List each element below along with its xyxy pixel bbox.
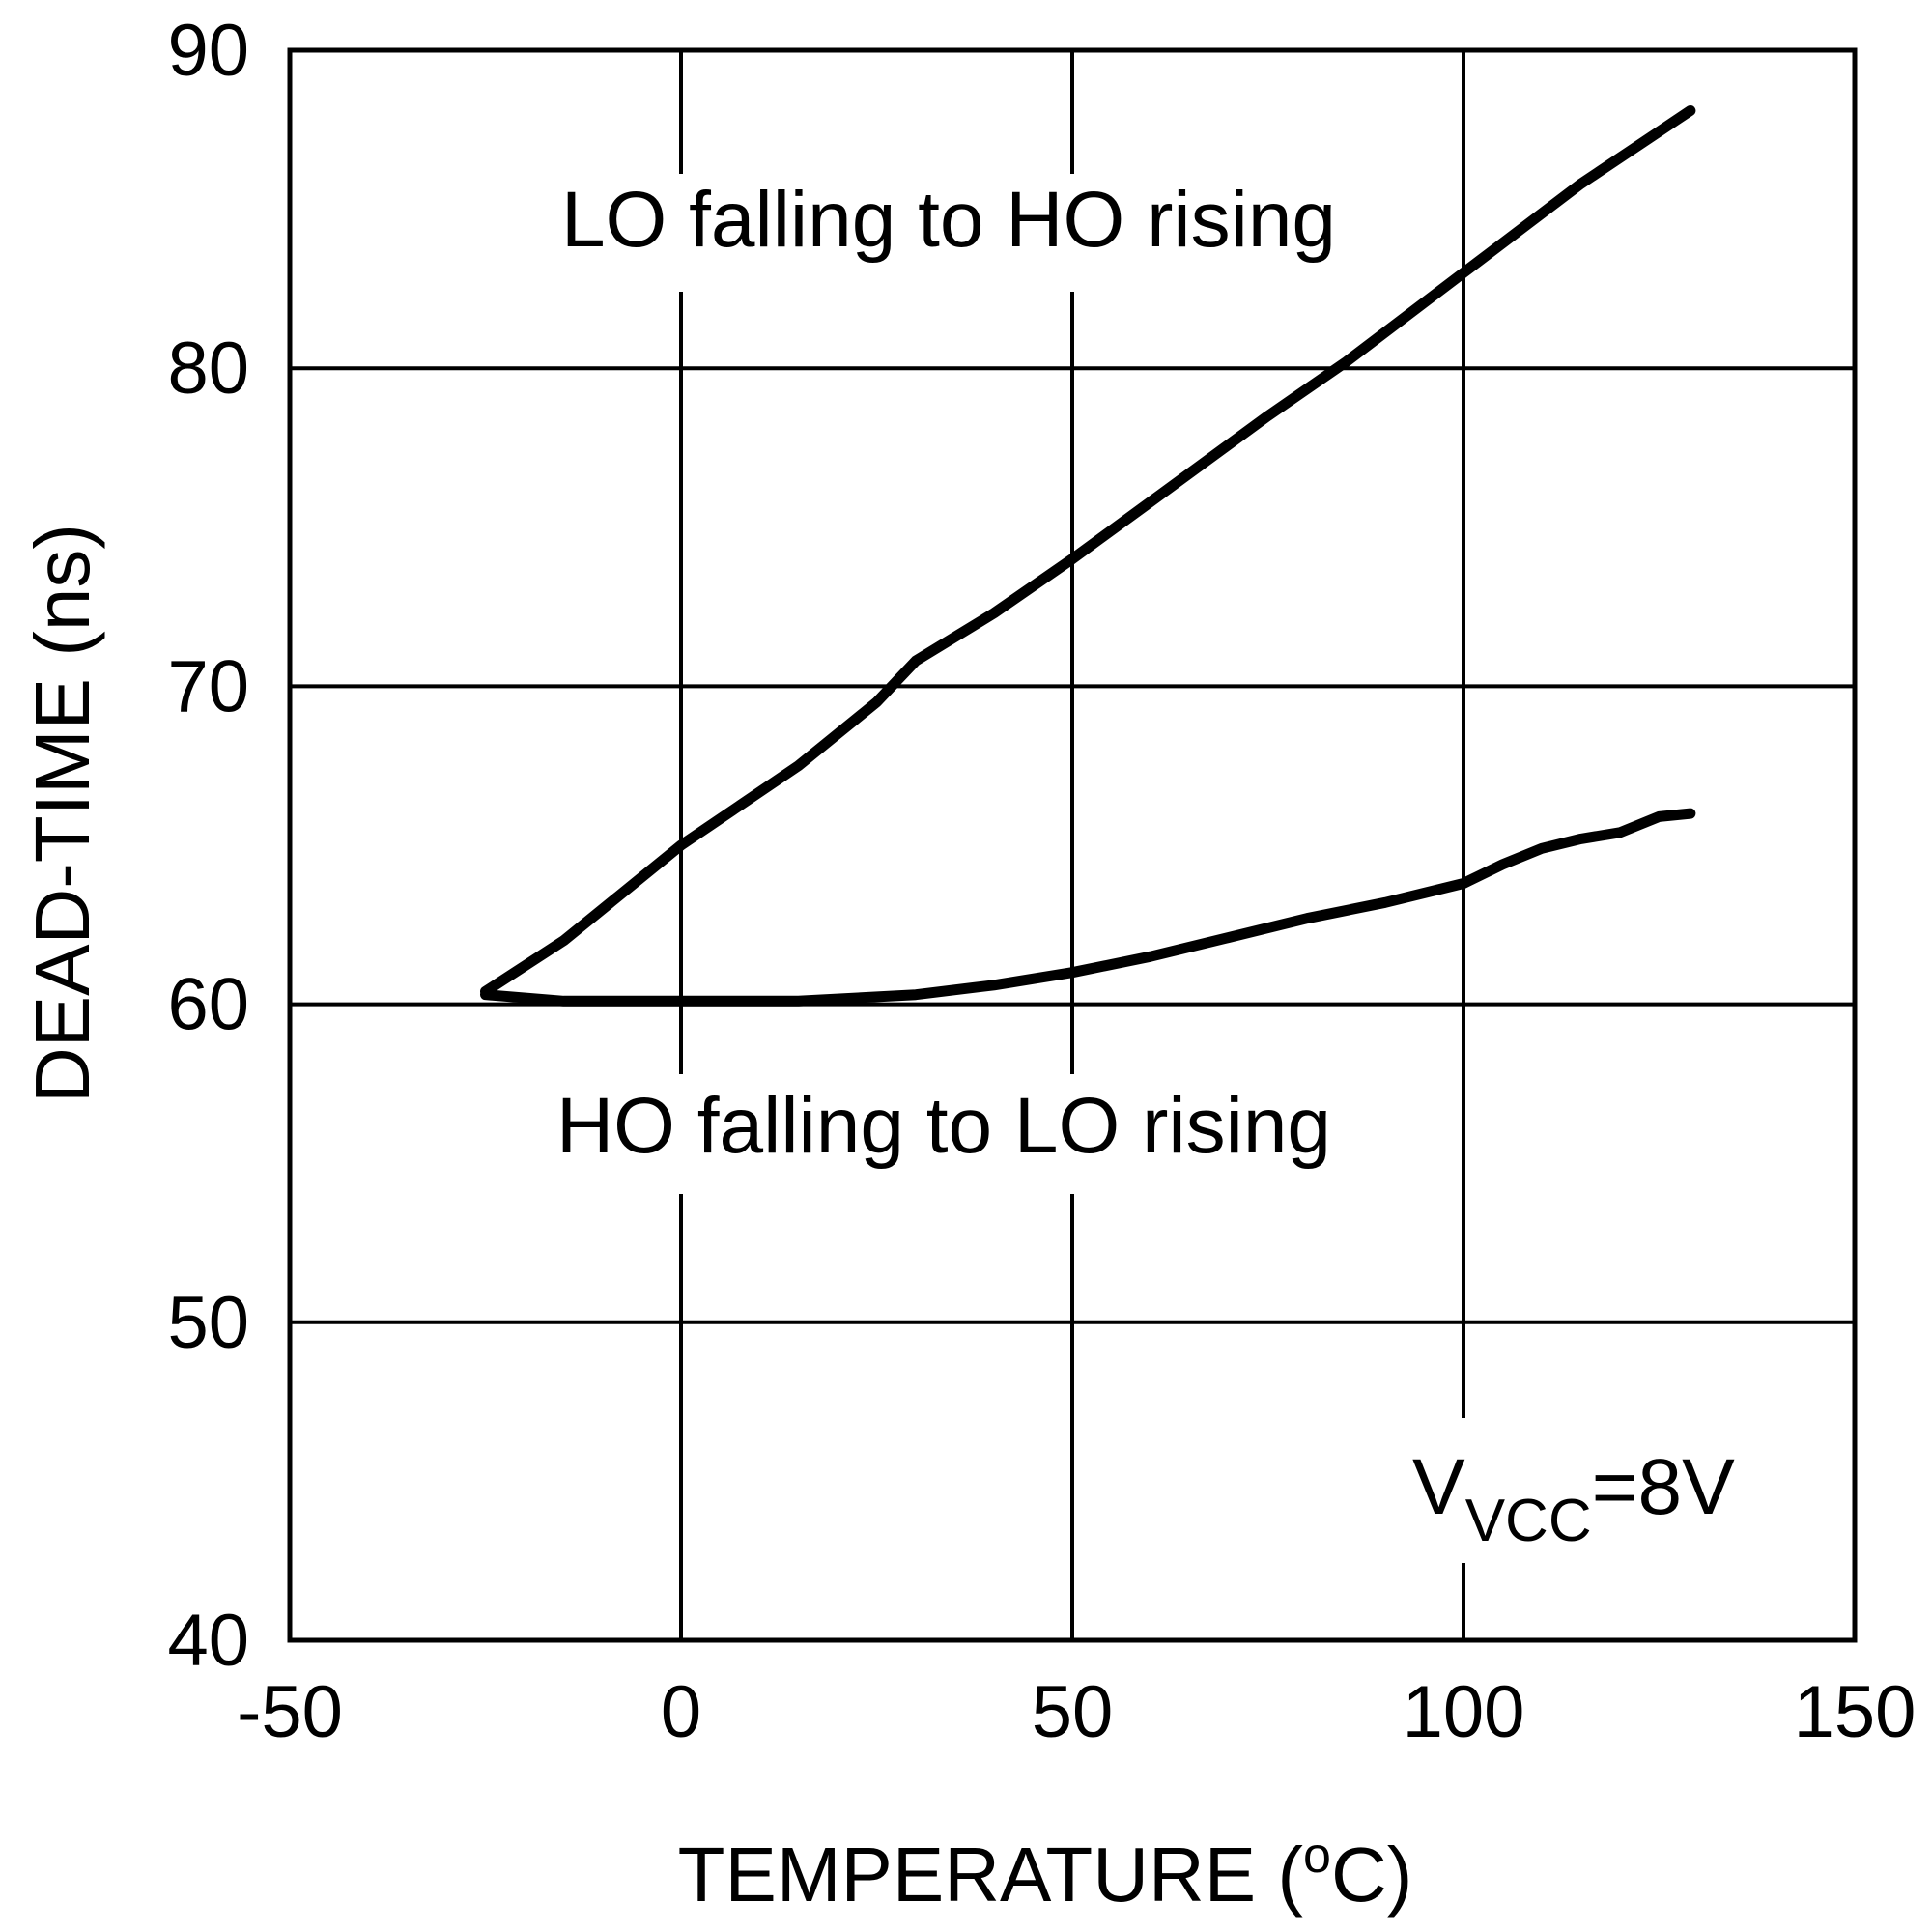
vcc-label-mask (1406, 1418, 1804, 1563)
y-tick-label-5: 90 (167, 10, 249, 92)
lower-label-mask (508, 1074, 1379, 1194)
series-line-1 (480, 808, 1696, 1007)
lower-series-label: HO falling to LO rising (556, 1082, 1331, 1170)
x-axis-title-tail: C) (1331, 1832, 1412, 1918)
y-tick-label-1: 50 (167, 1282, 249, 1364)
x-tick-label-2: 50 (1032, 1671, 1114, 1753)
x-tick-label-0: -50 (237, 1671, 343, 1753)
upper-series-label: LO falling to HO rising (561, 176, 1336, 264)
x-tick-label-1: 0 (661, 1671, 701, 1753)
x-axis-title-main: TEMPERATURE ( (678, 1832, 1304, 1918)
x-axis-title-degree: o (1303, 1828, 1331, 1884)
x-axis-title: TEMPERATURE (oC) (678, 1828, 1413, 1918)
y-tick-label-2: 60 (167, 964, 249, 1046)
vcc-value: =8V (1592, 1443, 1735, 1531)
x-tick-label-4: 150 (1794, 1671, 1917, 1753)
plot-frame (287, 47, 1858, 1643)
x-tick-label-3: 100 (1403, 1671, 1525, 1753)
tick-layer: -50 0 50 100 150 40 50 60 70 80 90 (167, 10, 1916, 1753)
series-line-0 (480, 105, 1696, 997)
y-tick-label-0: 40 (167, 1600, 249, 1682)
y-axis-title: DEAD-TIME (ns) (19, 524, 105, 1103)
series-layer (480, 105, 1696, 1007)
y-tick-label-3: 70 (167, 645, 249, 727)
y-tick-label-4: 80 (167, 327, 249, 410)
vcc-symbol: V (1412, 1443, 1465, 1531)
vcc-annotation: VVCC=8V (1412, 1443, 1735, 1554)
vcc-subscript: VCC (1465, 1488, 1592, 1554)
upper-label-mask (514, 174, 1385, 292)
